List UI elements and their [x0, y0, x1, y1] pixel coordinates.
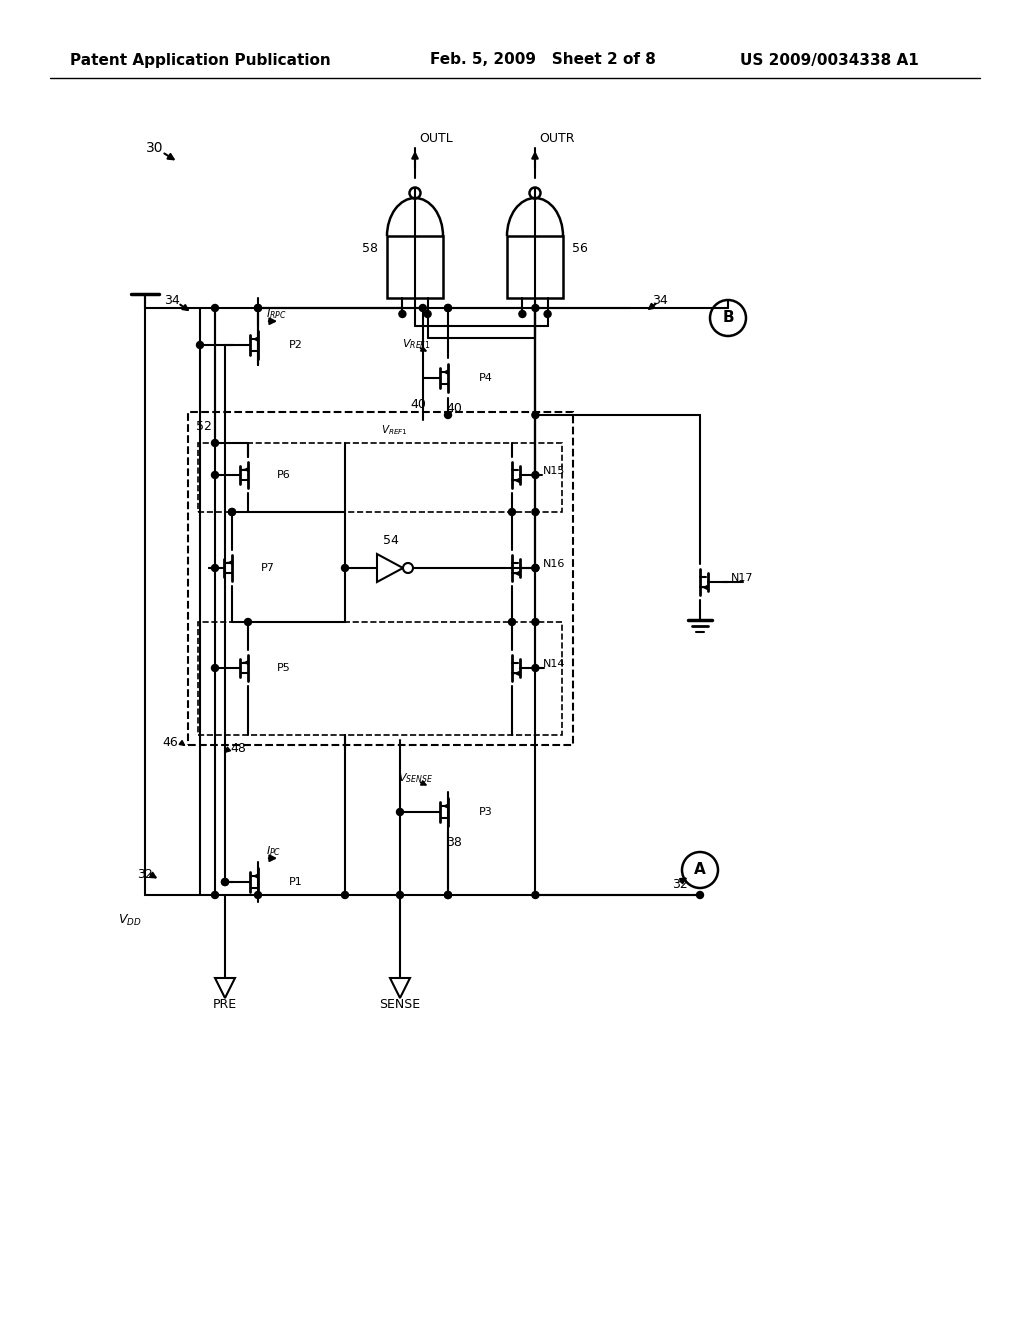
Circle shape	[212, 440, 218, 446]
Text: 40: 40	[446, 403, 462, 416]
Text: P2: P2	[289, 341, 303, 350]
Circle shape	[212, 664, 218, 672]
Text: $I_{RPC}$: $I_{RPC}$	[266, 308, 287, 321]
Circle shape	[531, 619, 539, 626]
Text: N14: N14	[543, 659, 565, 669]
Text: P4: P4	[479, 374, 493, 383]
Text: 32: 32	[672, 878, 688, 891]
Text: OUTL: OUTL	[419, 132, 453, 144]
Circle shape	[444, 412, 452, 418]
Circle shape	[519, 310, 526, 318]
Text: P1: P1	[289, 876, 302, 887]
Circle shape	[212, 471, 218, 479]
Circle shape	[341, 891, 348, 899]
Text: 30: 30	[146, 141, 164, 154]
Circle shape	[531, 305, 539, 312]
Text: P5: P5	[276, 663, 291, 673]
Text: N16: N16	[543, 558, 565, 569]
Text: 38: 38	[446, 837, 462, 849]
Text: 48: 48	[230, 742, 246, 755]
Text: A: A	[694, 862, 706, 878]
Circle shape	[197, 342, 204, 348]
Text: 56: 56	[572, 242, 588, 255]
Circle shape	[509, 619, 515, 626]
Bar	[188, 412, 573, 744]
Circle shape	[255, 305, 261, 312]
Text: Feb. 5, 2009   Sheet 2 of 8: Feb. 5, 2009 Sheet 2 of 8	[430, 53, 656, 67]
Text: 58: 58	[362, 242, 378, 255]
Circle shape	[444, 891, 452, 899]
Circle shape	[228, 508, 236, 516]
Bar	[198, 444, 562, 512]
Text: 54: 54	[383, 533, 399, 546]
Circle shape	[221, 879, 228, 886]
Text: P7: P7	[260, 564, 274, 573]
Circle shape	[419, 305, 426, 312]
Text: P6: P6	[276, 470, 291, 480]
Text: 52: 52	[196, 420, 212, 433]
Circle shape	[255, 891, 261, 899]
Text: FIG. 3A: FIG. 3A	[840, 556, 965, 585]
Text: 32: 32	[137, 869, 153, 882]
Circle shape	[444, 891, 452, 899]
Circle shape	[212, 305, 218, 312]
Text: N15: N15	[543, 466, 565, 477]
Text: $V_{SENSE}$: $V_{SENSE}$	[398, 771, 433, 785]
Circle shape	[212, 565, 218, 572]
Text: US 2009/0034338 A1: US 2009/0034338 A1	[740, 53, 919, 67]
Text: B: B	[722, 310, 734, 326]
Text: $I_{PC}$: $I_{PC}$	[266, 845, 282, 858]
Text: $V_{REF1}$: $V_{REF1}$	[401, 338, 430, 351]
Circle shape	[531, 565, 539, 572]
Circle shape	[396, 891, 403, 899]
Circle shape	[544, 310, 551, 318]
Circle shape	[221, 879, 228, 886]
Circle shape	[509, 508, 515, 516]
Text: Patent Application Publication: Patent Application Publication	[70, 53, 331, 67]
Bar	[198, 622, 562, 735]
Text: 34: 34	[652, 293, 668, 306]
Circle shape	[245, 619, 252, 626]
Text: FIG. 3A: FIG. 3A	[840, 556, 965, 585]
Circle shape	[531, 565, 539, 572]
Circle shape	[228, 508, 236, 516]
Text: P3: P3	[479, 807, 493, 817]
Text: 46: 46	[162, 735, 178, 748]
Circle shape	[396, 808, 403, 816]
Circle shape	[531, 664, 539, 672]
Circle shape	[696, 891, 703, 899]
Bar	[507, 236, 563, 298]
Circle shape	[444, 305, 452, 312]
Text: N17: N17	[731, 573, 754, 583]
Circle shape	[444, 305, 452, 312]
Circle shape	[399, 310, 406, 318]
Circle shape	[531, 412, 539, 418]
Text: 40: 40	[411, 399, 426, 412]
Text: SENSE: SENSE	[380, 998, 421, 1011]
Circle shape	[341, 565, 348, 572]
Circle shape	[255, 305, 261, 312]
Circle shape	[212, 891, 218, 899]
Text: $V_{REF1}$: $V_{REF1}$	[381, 424, 408, 437]
Bar	[820, 540, 1020, 620]
Text: OUTR: OUTR	[539, 132, 574, 144]
Text: PRE: PRE	[213, 998, 238, 1011]
Circle shape	[531, 891, 539, 899]
Bar	[387, 236, 443, 298]
Circle shape	[531, 471, 539, 479]
Circle shape	[424, 310, 431, 318]
Circle shape	[531, 508, 539, 516]
Text: 34: 34	[164, 293, 180, 306]
Text: $V_{DD}$: $V_{DD}$	[118, 912, 141, 928]
